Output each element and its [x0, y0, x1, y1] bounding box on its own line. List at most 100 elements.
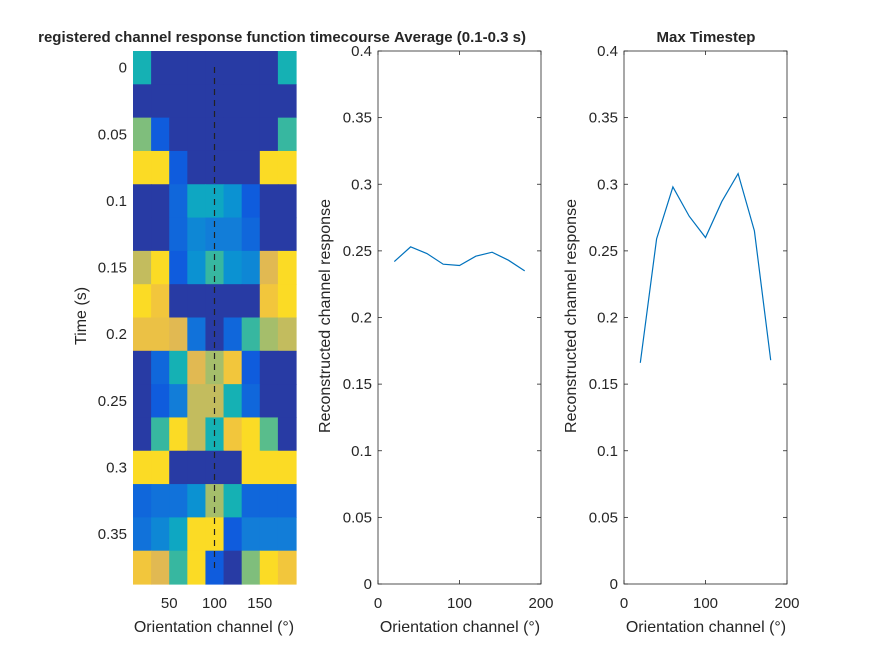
y-tick-label: 0.2 — [351, 310, 372, 327]
average-axes-box — [377, 50, 542, 585]
heatmap-cell — [259, 317, 279, 352]
heatmap-cell — [241, 84, 261, 119]
heatmap-cell — [169, 517, 188, 552]
y-tick-label: 0.05 — [589, 509, 618, 526]
heatmap-cell — [277, 350, 297, 385]
heatmap-cell — [133, 150, 152, 185]
heatmap-cell — [223, 250, 243, 285]
heatmap-cell — [259, 350, 279, 385]
heatmap-cell — [241, 517, 261, 552]
heatmap-panel: 50 100 150 0 0.05 0.1 0.15 0.2 0.25 0.3 0.35 regi… — [38, 29, 390, 636]
heatmap-cell — [169, 150, 188, 185]
y-tick-label: 0.2 — [597, 310, 618, 327]
heatmap-cell — [277, 250, 297, 285]
heatmap-cell — [241, 217, 261, 252]
heatmap-cell — [169, 184, 188, 219]
heatmap-cell — [259, 384, 279, 419]
y-tick-label: 0 — [364, 576, 372, 593]
heatmap-cell — [133, 184, 152, 219]
heatmap-cell — [259, 284, 279, 319]
heatmap-cell — [277, 517, 297, 552]
y-tick-label: 0.25 — [589, 243, 618, 260]
x-tick-label: 0 — [374, 595, 382, 612]
x-tick-labels: 50 100 150 — [161, 595, 272, 612]
heatmap-cell — [223, 217, 243, 252]
y-tick-label: 0.15 — [343, 376, 372, 393]
heatmap-cell — [187, 317, 207, 352]
y-tick-label: 0.2 — [106, 326, 127, 343]
heatmap-cell — [187, 51, 207, 85]
heatmap-cell — [133, 117, 152, 152]
max-timestep-x-axis-label: Orientation channel (°) — [626, 619, 786, 636]
heatmap-cell — [277, 484, 297, 518]
heatmap-cell — [133, 517, 152, 552]
heatmap-cell — [277, 384, 297, 419]
heatmap-cell — [133, 51, 152, 85]
y-tick-label: 0.05 — [343, 509, 372, 526]
heatmap-cell — [133, 550, 152, 585]
heatmap-y-axis-label: Time (s) — [73, 287, 90, 345]
heatmap-cell — [277, 84, 297, 119]
heatmap-cell — [151, 217, 170, 252]
heatmap-cell — [169, 384, 188, 419]
heatmap-cell — [169, 550, 188, 585]
heatmap-x-axis-label: Orientation channel (°) — [134, 619, 294, 636]
heatmap-cell — [259, 150, 279, 185]
heatmap-cell — [169, 250, 188, 285]
heatmap-cell — [259, 484, 279, 518]
heatmap-cell — [187, 384, 207, 419]
heatmap-cell — [133, 384, 152, 419]
heatmap-cell — [133, 250, 152, 285]
heatmap-cell — [241, 284, 261, 319]
heatmap-cell — [277, 417, 297, 452]
x-tick-label: 50 — [161, 595, 178, 612]
x-tick-label: 0 — [620, 595, 628, 612]
heatmap-cell — [241, 51, 261, 85]
heatmap-cells — [133, 51, 297, 585]
heatmap-cell — [133, 217, 152, 252]
heatmap-title: registered channel response function tim… — [38, 29, 390, 46]
x-tick-label: 200 — [528, 595, 553, 612]
heatmap-cell — [241, 250, 261, 285]
heatmap-cell — [259, 117, 279, 152]
heatmap-cell — [151, 317, 170, 352]
heatmap-cell — [169, 284, 188, 319]
heatmap-cell — [241, 550, 261, 585]
heatmap-cell — [151, 350, 170, 385]
average-ticks: 0 0.05 0.1 0.15 0.2 0.25 0.3 0.35 0.4 0 100 200 — [343, 43, 554, 612]
max-timestep-ticks: 0 0.05 0.1 0.15 0.2 0.25 0.3 0.35 0.4 0 100 200 — [589, 43, 800, 612]
heatmap-cell — [133, 417, 152, 452]
heatmap-cell — [259, 417, 279, 452]
heatmap-cell — [259, 250, 279, 285]
y-tick-label: 0.15 — [98, 260, 127, 277]
heatmap-cell — [259, 84, 279, 119]
y-tick-label: 0.35 — [589, 110, 618, 127]
max-timestep-title: Max Timestep — [657, 29, 756, 46]
heatmap-cell — [277, 184, 297, 219]
average-title: Average (0.1-0.3 s) — [394, 29, 526, 46]
heatmap-cell — [133, 450, 152, 485]
y-tick-label: 0 — [610, 576, 618, 593]
heatmap-cell — [187, 517, 207, 552]
heatmap-cell — [169, 317, 188, 352]
y-tick-label: 0.1 — [106, 193, 127, 210]
heatmap-cell — [133, 284, 152, 319]
y-tick-label: 0.3 — [597, 176, 618, 193]
heatmap-cell — [151, 450, 170, 485]
heatmap-cell — [277, 217, 297, 252]
heatmap-cell — [151, 517, 170, 552]
heatmap-cell — [259, 184, 279, 219]
heatmap-cell — [187, 84, 207, 119]
heatmap-cell — [187, 217, 207, 252]
y-tick-label: 0.15 — [589, 376, 618, 393]
heatmap-cell — [133, 484, 152, 518]
heatmap-cell — [241, 184, 261, 219]
average-line-panel: 0 0.05 0.1 0.15 0.2 0.25 0.3 0.35 0.4 0 100 200 Ave… — [317, 29, 554, 636]
heatmap-cell — [187, 450, 207, 485]
heatmap-cell — [277, 117, 297, 152]
y-tick-label: 0.3 — [351, 176, 372, 193]
max-timestep-series-line — [639, 172, 772, 363]
heatmap-cell — [241, 150, 261, 185]
max-timestep-axes-box — [623, 50, 788, 585]
heatmap-cell — [223, 417, 243, 452]
